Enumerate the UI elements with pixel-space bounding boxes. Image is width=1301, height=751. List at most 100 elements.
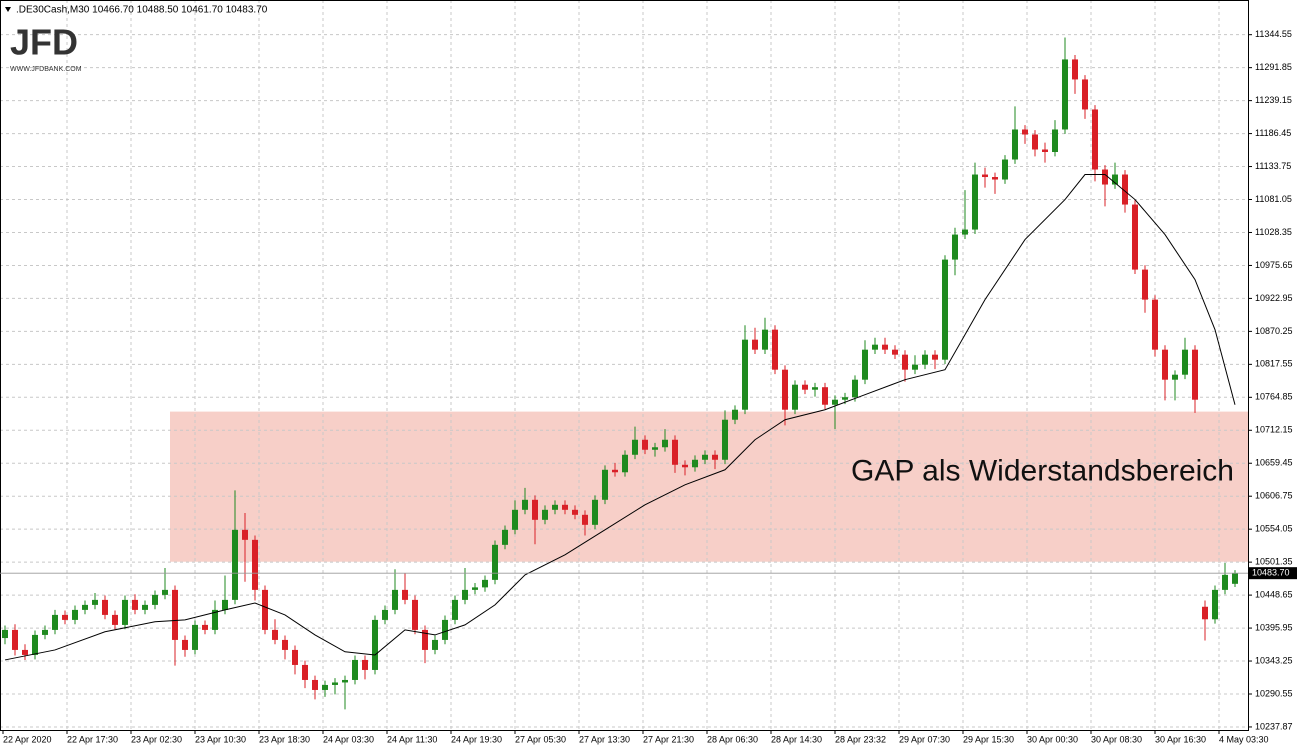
candle-body — [702, 454, 708, 460]
candle-body — [1112, 174, 1118, 185]
candle-body — [642, 439, 648, 450]
candle-body — [1132, 204, 1138, 270]
x-tick-label: 30 Apr 16:30 — [1155, 734, 1206, 744]
x-tick-label: 27 Apr 13:30 — [579, 734, 630, 744]
candle-body — [922, 354, 928, 365]
candle-body — [832, 399, 838, 405]
candle-body — [692, 459, 698, 468]
candle-body — [42, 629, 48, 635]
y-tick-label: 10237.87 — [1255, 721, 1293, 731]
header: .DE30Cash,M30 10466.70 10488.50 10461.70… — [16, 5, 268, 16]
candle-body — [192, 624, 198, 650]
candle-body — [822, 387, 828, 405]
candle-body — [912, 364, 918, 370]
candle-body — [932, 354, 938, 360]
candle-body — [562, 504, 568, 510]
candle-body — [22, 649, 28, 655]
y-tick-label: 10501.35 — [1255, 557, 1293, 567]
candle-body — [1042, 149, 1048, 153]
candle-body — [302, 664, 308, 680]
y-tick-label: 10395.95 — [1255, 622, 1293, 632]
y-tick-label: 11239.15 — [1255, 95, 1292, 105]
candle-body — [482, 579, 488, 588]
logo-sub: WWW.JFDBANK.COM — [10, 66, 82, 73]
x-tick-label: 23 Apr 02:30 — [131, 734, 182, 744]
candle-body — [1142, 269, 1148, 300]
x-tick-label: 27 Apr 05:30 — [515, 734, 566, 744]
candle-body — [1012, 129, 1018, 160]
candle-body — [1202, 606, 1208, 620]
candle-body — [722, 419, 728, 460]
candle-body — [532, 499, 538, 520]
candle-body — [1092, 109, 1098, 170]
candle-body — [282, 639, 288, 650]
last-price-box — [1249, 567, 1297, 580]
x-tick-label: 28 Apr 23:32 — [835, 734, 886, 744]
candle-body — [752, 339, 758, 350]
candle-body — [982, 174, 988, 178]
candle-body — [1002, 159, 1008, 180]
candle-body — [552, 504, 558, 510]
x-tick-label: 27 Apr 21:30 — [643, 734, 694, 744]
y-tick-label: 11291.85 — [1255, 62, 1292, 72]
x-tick-label: 30 Apr 00:30 — [1027, 734, 1078, 744]
candle-body — [1052, 129, 1058, 153]
y-tick-label: 10975.65 — [1255, 260, 1293, 270]
candle-body — [402, 589, 408, 600]
candle-body — [62, 614, 68, 620]
candle-body — [132, 599, 138, 610]
candle-body — [312, 679, 318, 690]
y-tick-label: 11028.35 — [1255, 227, 1292, 237]
candle-body — [522, 499, 528, 510]
x-tick-label: 30 Apr 08:30 — [1091, 734, 1142, 744]
y-tick-label: 10922.95 — [1255, 293, 1293, 303]
candle-body — [872, 344, 878, 350]
y-tick-label: 11186.45 — [1255, 128, 1291, 138]
candle-body — [122, 599, 128, 625]
x-tick-label: 28 Apr 14:30 — [771, 734, 822, 744]
candle-body — [1082, 79, 1088, 110]
candle-body — [762, 329, 768, 350]
candle-body — [242, 529, 248, 540]
x-tick-label: 29 Apr 07:30 — [899, 734, 950, 744]
y-tick-label: 11344.55 — [1255, 29, 1292, 39]
candle-body — [162, 589, 168, 595]
candle-body — [12, 629, 18, 650]
candle-body — [682, 464, 688, 468]
candle-body — [582, 514, 588, 525]
candle-body — [1102, 169, 1108, 185]
candle-body — [882, 344, 888, 350]
candle-body — [392, 589, 398, 610]
candle-body — [772, 329, 778, 370]
candle-body — [1222, 574, 1228, 590]
candle-body — [2, 629, 8, 639]
candle-body — [602, 469, 608, 500]
candle-body — [252, 539, 258, 590]
x-tick-label: 28 Apr 06:30 — [707, 734, 758, 744]
candle-body — [662, 439, 668, 448]
candle-body — [182, 639, 188, 650]
candle-body — [842, 397, 848, 400]
candle-body — [492, 544, 498, 580]
candle-body — [862, 349, 868, 380]
candle-body — [462, 589, 468, 600]
candle-body — [792, 384, 798, 410]
gap-zone — [170, 411, 1248, 562]
candle-body — [102, 599, 108, 615]
y-tick-label: 10659.45 — [1255, 458, 1293, 468]
candle-body — [262, 589, 268, 630]
candle-body — [942, 259, 948, 360]
candle-body — [802, 384, 808, 390]
candle-body — [892, 349, 898, 355]
x-tick-label: 29 Apr 15:30 — [963, 734, 1014, 744]
candle-body — [372, 619, 378, 670]
plot-frame — [0, 0, 1249, 731]
candle-body — [1192, 349, 1198, 400]
logo: JFD — [10, 22, 78, 63]
moving-average — [4, 174, 1236, 661]
candle-body — [902, 354, 908, 370]
candle-body — [672, 439, 678, 465]
candle-body — [1032, 134, 1038, 150]
